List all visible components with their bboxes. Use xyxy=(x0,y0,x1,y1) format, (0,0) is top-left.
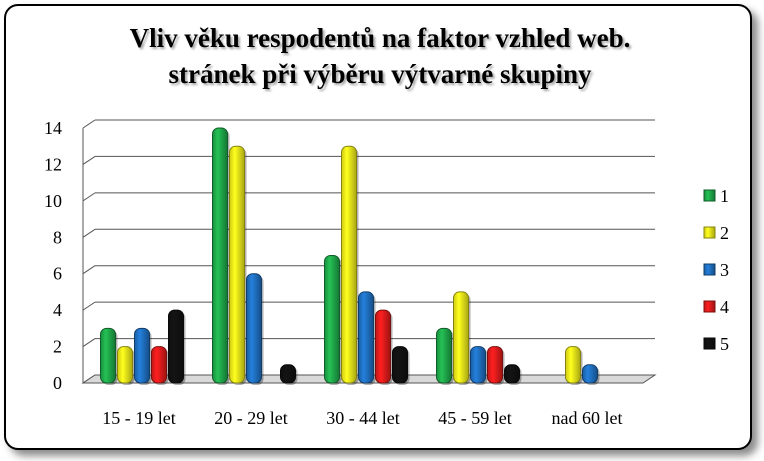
legend-label: 1 xyxy=(720,186,729,206)
y-tick-label: 14 xyxy=(44,118,62,138)
legend-swatch xyxy=(703,226,716,239)
bar xyxy=(358,291,374,384)
y-tick-label: 10 xyxy=(44,191,62,211)
legend-swatch xyxy=(703,189,716,202)
bar xyxy=(565,346,581,384)
bar xyxy=(504,364,520,384)
bar xyxy=(280,364,296,384)
bar xyxy=(436,327,452,384)
y-tick-label: 8 xyxy=(53,227,62,247)
gridline-diagonal xyxy=(82,192,96,202)
x-tick-label: nad 60 let xyxy=(552,408,623,428)
legend-swatch xyxy=(703,337,716,350)
bar xyxy=(212,127,228,384)
x-tick-label: 20 - 29 let xyxy=(214,408,288,428)
x-tick-label: 30 - 44 let xyxy=(326,408,400,428)
bar xyxy=(100,327,116,384)
bar xyxy=(392,346,408,384)
y-tick-label: 2 xyxy=(53,337,62,357)
chart-title-line-2: stránek při výběru výtvarné skupiny xyxy=(168,59,592,89)
bar xyxy=(453,291,469,384)
bar xyxy=(375,309,391,384)
bar xyxy=(582,364,598,384)
legend-label: 2 xyxy=(720,223,729,243)
x-tick-label: 45 - 59 let xyxy=(438,408,512,428)
bar xyxy=(229,145,245,384)
bar xyxy=(117,346,133,384)
bar xyxy=(151,346,167,384)
legend-swatch xyxy=(703,263,716,276)
y-tick-label: 12 xyxy=(44,154,62,174)
bar xyxy=(470,346,486,384)
bar xyxy=(341,145,357,384)
bar xyxy=(246,273,262,384)
legend-label: 3 xyxy=(720,260,729,280)
y-tick-label: 6 xyxy=(53,264,62,284)
gridline-diagonal xyxy=(82,228,96,238)
chart-title: Vliv věku respodentů na faktor vzhled we… xyxy=(0,20,760,92)
bar xyxy=(324,255,340,384)
gridline-diagonal xyxy=(82,265,96,275)
bar xyxy=(134,327,150,384)
x-tick-label: 15 - 19 let xyxy=(102,408,176,428)
gridline-diagonal xyxy=(82,119,96,129)
legend-label: 4 xyxy=(720,297,729,317)
gridline-diagonal xyxy=(82,338,96,347)
bar xyxy=(487,346,503,384)
gridline-diagonal xyxy=(82,156,96,165)
gridline-diagonal xyxy=(82,301,96,311)
chart-title-line-1: Vliv věku respodentů na faktor vzhled we… xyxy=(129,23,631,53)
legend-swatch xyxy=(703,300,716,313)
y-tick-label: 0 xyxy=(53,373,62,393)
y-tick-label: 4 xyxy=(53,300,62,320)
legend-label: 5 xyxy=(720,334,729,354)
bar xyxy=(168,309,184,384)
